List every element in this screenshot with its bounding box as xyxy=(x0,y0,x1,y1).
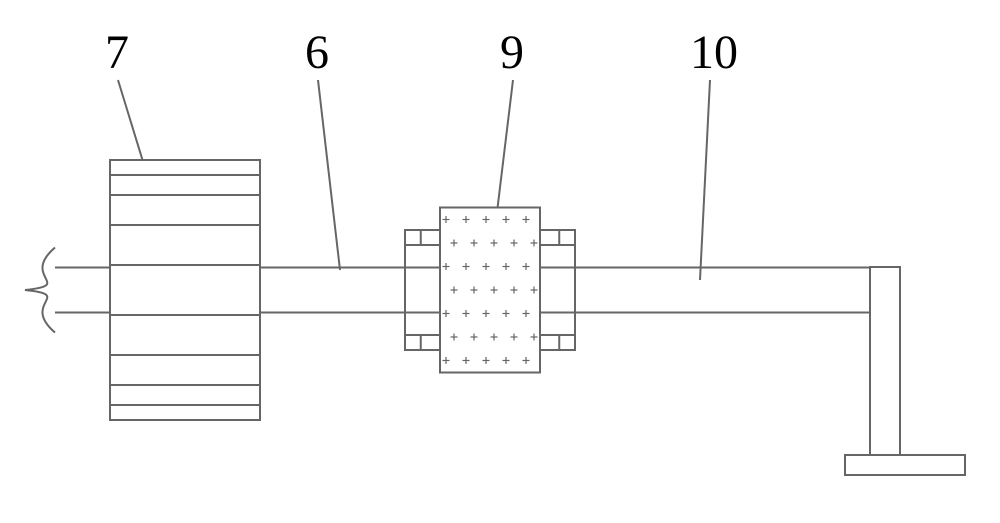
label-7: 7 xyxy=(105,25,129,80)
label-9: 9 xyxy=(500,25,524,80)
label-6: 6 xyxy=(305,25,329,80)
label-10: 10 xyxy=(690,25,738,80)
